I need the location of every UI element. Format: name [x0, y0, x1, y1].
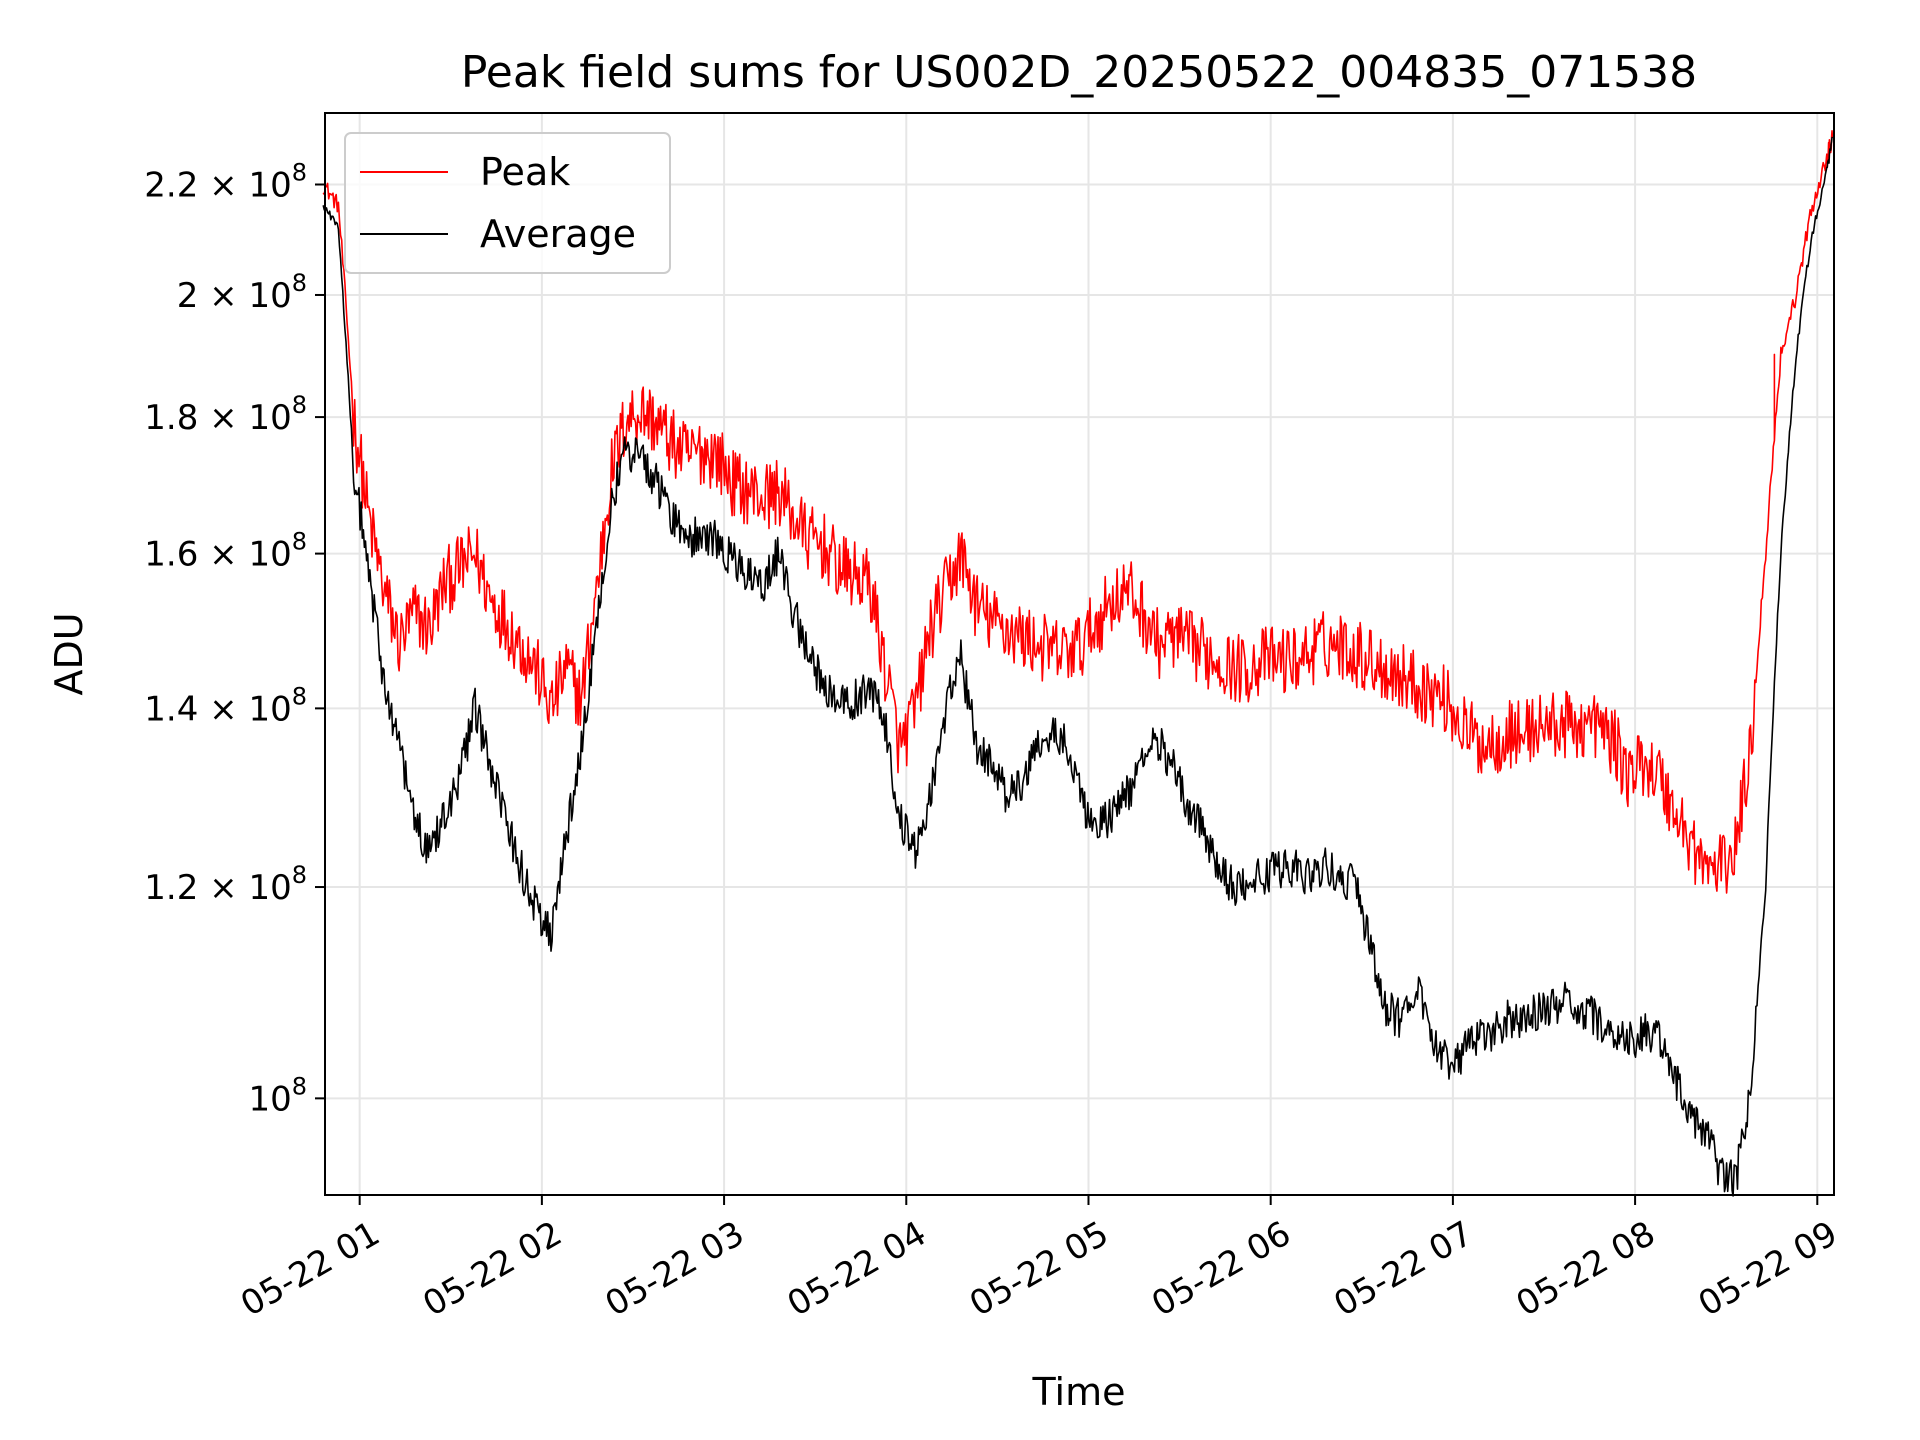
legend-label-average: Average [480, 212, 636, 256]
y-axis: 108 1.2 × 108 1.4 × 108 1.6 × 108 1.8 × 108 2… [144, 159, 325, 1119]
plot-frame [324, 112, 1835, 1196]
legend: Peak Average [344, 132, 671, 274]
legend-label-peak: Peak [480, 150, 570, 194]
x-axis-label: Time [1032, 1370, 1126, 1414]
y-tick-label: 2 × 108 [177, 269, 307, 316]
y-tick-label: 108 [248, 1072, 307, 1119]
grid [325, 113, 1834, 1195]
legend-box [344, 132, 671, 274]
y-tick-label: 1.4 × 108 [144, 682, 307, 729]
series-line-average [322, 136, 1833, 1197]
y-tick-label: 1.8 × 108 [144, 391, 307, 438]
y-tick-label: 1.6 × 108 [144, 528, 307, 575]
chart-title: Peak field sums for US002D_20250522_0048… [461, 47, 1697, 98]
y-tick-label: 1.2 × 108 [144, 861, 307, 908]
series-lines [322, 130, 1834, 1197]
series-line-peak [322, 130, 1834, 894]
y-axis-label: ADU [47, 612, 91, 695]
y-tick-label: 2.2 × 108 [144, 159, 307, 206]
